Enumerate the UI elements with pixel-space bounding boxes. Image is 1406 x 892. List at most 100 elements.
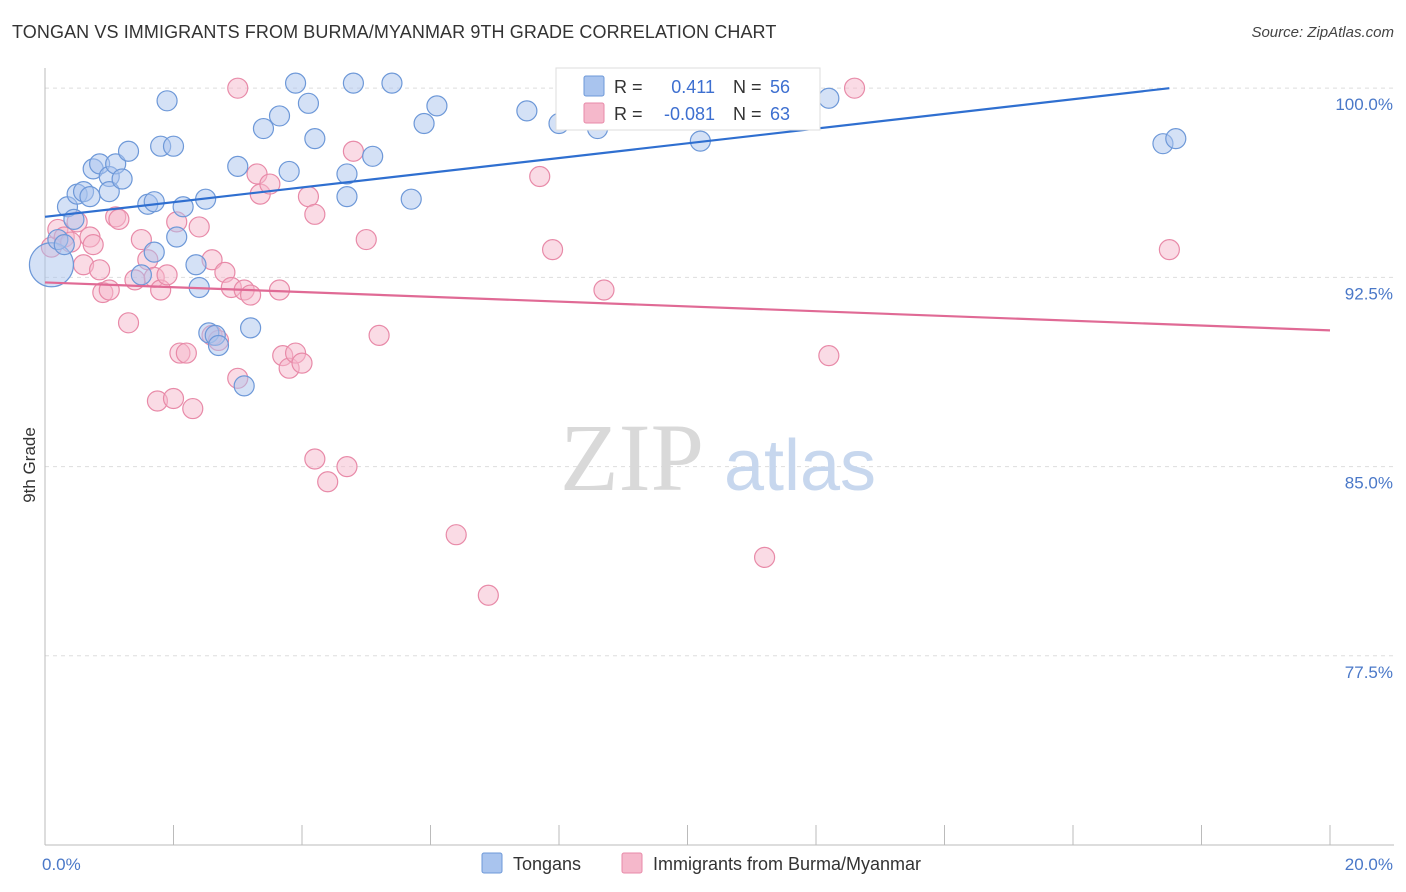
bottom-legend-label-tongans: Tongans bbox=[513, 854, 581, 874]
burma-point-52 bbox=[445, 524, 467, 546]
burma-point-20 bbox=[156, 264, 178, 286]
burma-point-51 bbox=[368, 324, 390, 347]
axes bbox=[44, 68, 1394, 846]
burma-point-10 bbox=[98, 279, 120, 301]
burma-point-50 bbox=[355, 228, 377, 251]
source-label: Source: ZipAtlas.com bbox=[1251, 24, 1394, 41]
chart-title: TONGAN VS IMMIGRANTS FROM BURMA/MYANMAR … bbox=[12, 22, 777, 42]
legend-n-label-1: N = bbox=[733, 77, 762, 97]
burma-point-46 bbox=[304, 203, 326, 225]
burma-point-49 bbox=[342, 140, 364, 162]
tongans-point-43 bbox=[381, 72, 403, 94]
tongans-point-53 bbox=[1165, 128, 1187, 150]
tongans-point-22 bbox=[166, 226, 188, 248]
burma-point-60 bbox=[1158, 239, 1180, 261]
tongans-point-18 bbox=[143, 241, 165, 263]
y-tick-label-0: 100.0% bbox=[1335, 95, 1393, 114]
tongans-point-46 bbox=[426, 95, 448, 117]
y-tick-label-3: 77.5% bbox=[1345, 663, 1393, 682]
burma-point-21 bbox=[162, 387, 185, 410]
legend-r-label-2: R = bbox=[614, 104, 643, 124]
burma-point-12 bbox=[108, 208, 130, 230]
y-axis-label: 9th Grade bbox=[20, 427, 39, 503]
correlation-legend: R = 0.411 N = 56 R = -0.081 N = 63 bbox=[555, 67, 821, 131]
watermark-atlas: atlas bbox=[724, 426, 876, 506]
tongans-point-15 bbox=[130, 264, 152, 286]
burma-point-55 bbox=[541, 239, 564, 261]
series-legend: Tongans Immigrants from Burma/Myanmar bbox=[481, 852, 921, 874]
tongans-point-21 bbox=[162, 135, 185, 157]
tongans-point-36 bbox=[284, 72, 307, 94]
watermark: ZIP atlas bbox=[560, 404, 876, 511]
tongans-point-42 bbox=[362, 145, 384, 167]
trend-lines bbox=[44, 87, 1331, 332]
legend-r-value-1: 0.411 bbox=[671, 77, 715, 97]
tongans-point-40 bbox=[336, 186, 358, 208]
burma-point-26 bbox=[188, 216, 210, 238]
tongans-point-34 bbox=[268, 105, 291, 127]
burma-point-25 bbox=[182, 397, 204, 420]
burma-point-15 bbox=[130, 228, 152, 251]
legend-n-value-1: 56 bbox=[770, 77, 790, 97]
burma-point-58 bbox=[818, 344, 840, 367]
tongans-point-44 bbox=[400, 188, 422, 210]
legend-n-label-2: N = bbox=[733, 104, 762, 124]
tongans-point-47 bbox=[516, 100, 538, 122]
legend-swatch-burma bbox=[583, 102, 605, 124]
tongans-point-37 bbox=[297, 92, 320, 114]
tongans-point-13 bbox=[111, 168, 133, 190]
series-tongans-points bbox=[28, 72, 1187, 397]
tongans-point-35 bbox=[278, 160, 300, 183]
tongans-point-31 bbox=[233, 375, 255, 397]
x-tick-label-0: 0.0% bbox=[42, 855, 81, 874]
burma-point-47 bbox=[317, 471, 339, 493]
tongans-point-2 bbox=[53, 233, 75, 256]
burma-point-24 bbox=[175, 342, 197, 364]
tongans-point-7 bbox=[79, 186, 101, 208]
burma-point-43 bbox=[291, 352, 313, 374]
tongans-point-24 bbox=[185, 254, 207, 276]
burma-trend-line bbox=[44, 281, 1331, 332]
burma-point-56 bbox=[593, 279, 615, 301]
burma-point-38 bbox=[259, 173, 281, 195]
legend-r-value-2: -0.081 bbox=[664, 104, 715, 124]
y-tick-label-2: 85.0% bbox=[1345, 474, 1393, 493]
watermark-zip: ZIP bbox=[560, 404, 704, 511]
tongans-point-20 bbox=[156, 90, 178, 112]
burma-point-59 bbox=[843, 77, 866, 99]
burma-point-32 bbox=[227, 77, 249, 99]
tongans-point-32 bbox=[240, 317, 262, 339]
x-tick-labels: 0.0% 20.0% bbox=[42, 855, 1393, 874]
burma-point-53 bbox=[477, 584, 499, 606]
tongans-point-30 bbox=[227, 155, 249, 177]
legend-r-label-1: R = bbox=[614, 77, 643, 97]
x-tick-label-1: 20.0% bbox=[1345, 855, 1393, 874]
tongans-point-41 bbox=[342, 72, 364, 94]
legend-n-value-2: 63 bbox=[770, 104, 790, 124]
burma-point-8 bbox=[89, 259, 111, 281]
burma-point-45 bbox=[304, 448, 326, 470]
bottom-legend-swatch-tongans bbox=[481, 852, 503, 874]
burma-point-48 bbox=[336, 455, 358, 478]
burma-point-35 bbox=[240, 284, 262, 306]
tongans-point-11 bbox=[98, 181, 120, 203]
bottom-legend-swatch-burma bbox=[621, 852, 643, 874]
burma-point-13 bbox=[117, 312, 140, 334]
tongans-point-51 bbox=[818, 87, 840, 109]
burma-point-57 bbox=[753, 546, 776, 569]
burma-point-44 bbox=[297, 186, 320, 208]
y-tick-labels: 100.0% 92.5% 85.0% 77.5% bbox=[1335, 95, 1393, 682]
tongans-trend-line bbox=[44, 87, 1170, 218]
tongans-point-39 bbox=[336, 163, 358, 185]
bottom-legend-label-burma: Immigrants from Burma/Myanmar bbox=[653, 854, 921, 874]
legend-swatch-tongans bbox=[583, 75, 605, 97]
burma-point-54 bbox=[529, 165, 551, 188]
tongans-point-33 bbox=[252, 117, 275, 140]
y-tick-label-1: 92.5% bbox=[1345, 284, 1393, 303]
tongans-point-45 bbox=[413, 112, 435, 135]
burma-point-7 bbox=[82, 233, 104, 256]
tongans-point-38 bbox=[304, 128, 326, 150]
tongans-point-14 bbox=[117, 140, 140, 162]
tongans-point-29 bbox=[207, 334, 230, 357]
